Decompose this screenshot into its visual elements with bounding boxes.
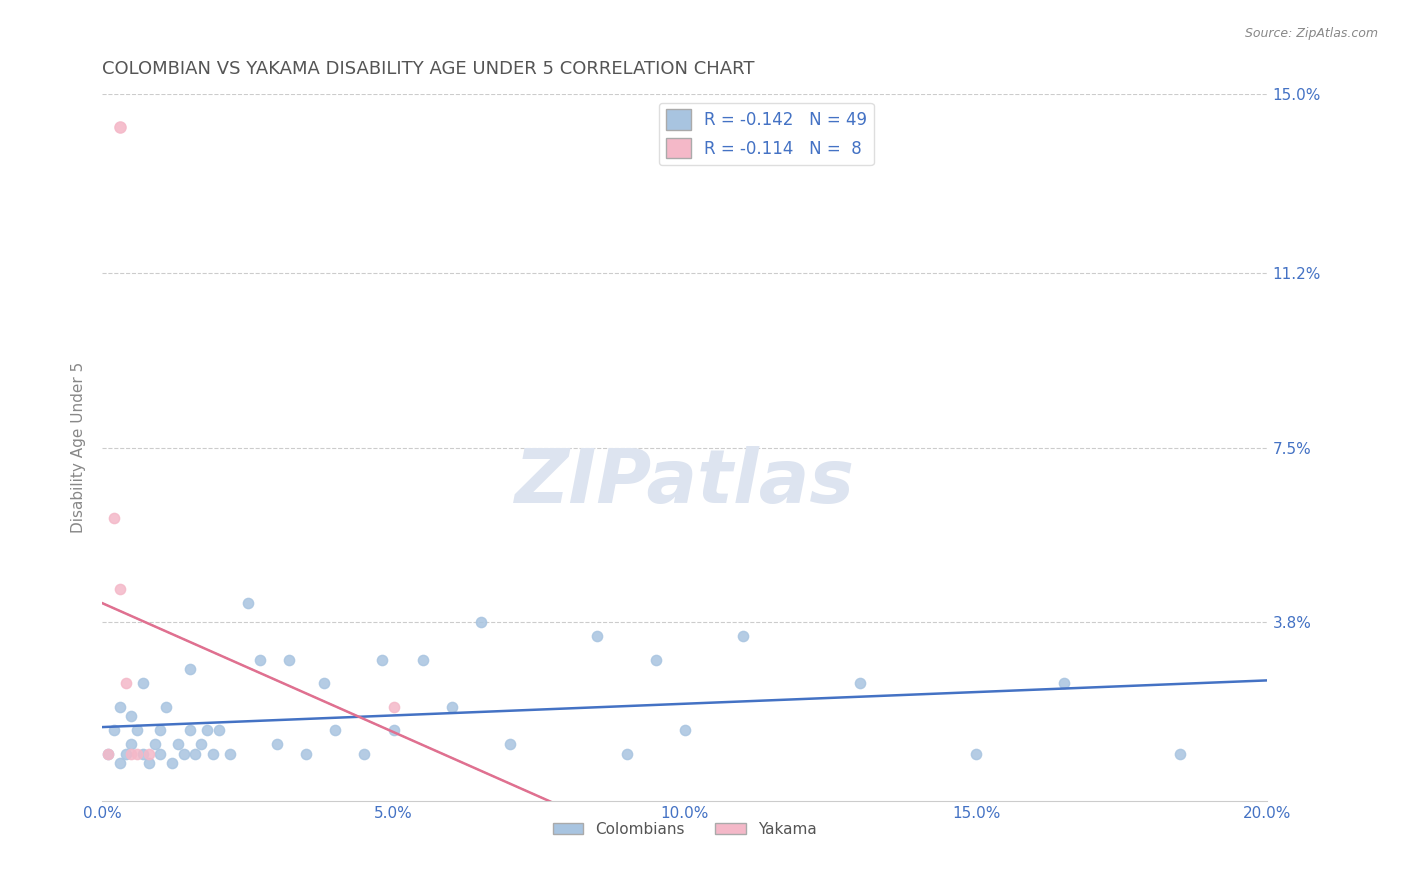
- Point: [371, 652, 394, 666]
- Point: [277, 652, 299, 666]
- Point: [1168, 747, 1191, 761]
- Point: [179, 662, 201, 676]
- Text: ZIPatlas: ZIPatlas: [515, 447, 855, 519]
- Point: [167, 737, 190, 751]
- Point: [382, 699, 405, 714]
- Point: [295, 747, 318, 761]
- Point: [733, 629, 755, 643]
- Point: [179, 723, 201, 738]
- Point: [208, 723, 231, 738]
- Point: [127, 723, 149, 738]
- Text: Source: ZipAtlas.com: Source: ZipAtlas.com: [1244, 27, 1378, 40]
- Point: [965, 747, 987, 761]
- Point: [219, 747, 242, 761]
- Point: [353, 747, 375, 761]
- Point: [266, 737, 288, 751]
- Point: [848, 676, 870, 690]
- Point: [103, 511, 125, 525]
- Point: [412, 652, 434, 666]
- Point: [190, 737, 212, 751]
- Point: [132, 747, 155, 761]
- Point: [586, 629, 609, 643]
- Point: [173, 747, 195, 761]
- Point: [160, 756, 183, 771]
- Point: [103, 723, 125, 738]
- Legend: Colombians, Yakama: Colombians, Yakama: [547, 815, 823, 843]
- Point: [138, 756, 160, 771]
- Point: [323, 723, 346, 738]
- Point: [382, 723, 405, 738]
- Point: [108, 699, 131, 714]
- Point: [616, 747, 638, 761]
- Point: [132, 676, 155, 690]
- Point: [120, 747, 142, 761]
- Point: [184, 747, 207, 761]
- Point: [499, 737, 522, 751]
- Point: [155, 699, 177, 714]
- Point: [114, 676, 136, 690]
- Point: [127, 747, 149, 761]
- Point: [312, 676, 335, 690]
- Point: [149, 723, 172, 738]
- Point: [470, 615, 492, 629]
- Point: [149, 747, 172, 761]
- Point: [249, 652, 271, 666]
- Point: [108, 756, 131, 771]
- Point: [143, 737, 166, 751]
- Point: [201, 747, 224, 761]
- Text: COLOMBIAN VS YAKAMA DISABILITY AGE UNDER 5 CORRELATION CHART: COLOMBIAN VS YAKAMA DISABILITY AGE UNDER…: [103, 60, 755, 78]
- Point: [673, 723, 696, 738]
- Point: [440, 699, 463, 714]
- Point: [195, 723, 218, 738]
- Point: [120, 737, 142, 751]
- Point: [108, 582, 131, 596]
- Point: [108, 120, 131, 135]
- Point: [138, 747, 160, 761]
- Point: [1052, 676, 1074, 690]
- Point: [644, 652, 666, 666]
- Point: [97, 747, 120, 761]
- Point: [97, 747, 120, 761]
- Point: [120, 709, 142, 723]
- Point: [236, 596, 259, 610]
- Y-axis label: Disability Age Under 5: Disability Age Under 5: [72, 362, 86, 533]
- Point: [114, 747, 136, 761]
